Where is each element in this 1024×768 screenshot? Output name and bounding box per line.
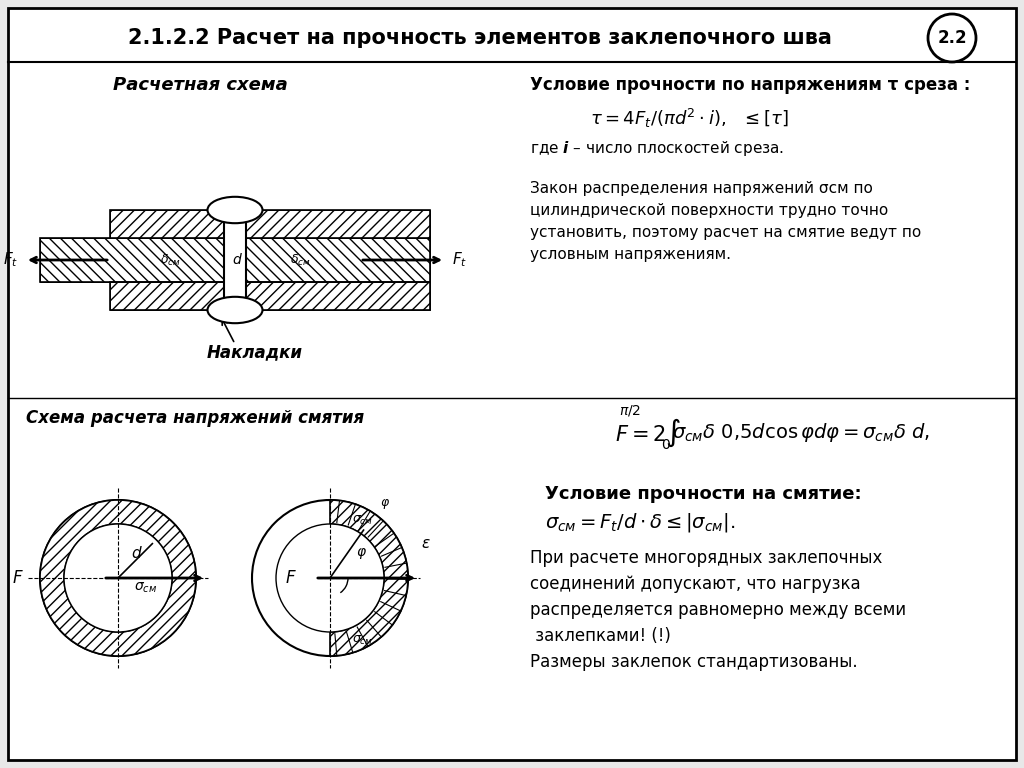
Circle shape (63, 524, 172, 632)
Text: $\sigma_{cм}$: $\sigma_{cм}$ (134, 581, 158, 595)
Text: Накладки: Накладки (207, 343, 303, 361)
Text: $\sigma_{cм} = F_t/d\cdot\delta \leq |\sigma_{cм}|.$: $\sigma_{cм} = F_t/d\cdot\delta \leq |\s… (545, 511, 735, 534)
Text: F: F (12, 569, 22, 587)
Circle shape (252, 500, 408, 656)
Text: $F_t$: $F_t$ (3, 250, 18, 270)
Bar (110, 282, 430, 310)
Text: $\sigma_{cм}$: $\sigma_{cм}$ (351, 514, 373, 527)
Text: Условие прочности на смятие:: Условие прочности на смятие: (545, 485, 861, 503)
Bar (110, 282, 430, 310)
Text: Размеры заклепок стандартизованы.: Размеры заклепок стандартизованы. (530, 653, 858, 671)
Text: Расчетная схема: Расчетная схема (113, 76, 288, 94)
Text: d: d (131, 545, 141, 561)
Text: 2.2: 2.2 (937, 29, 967, 47)
Text: $\varphi$: $\varphi$ (356, 546, 367, 561)
Text: $\sigma_{cм}$: $\sigma_{cм}$ (351, 634, 373, 647)
Text: $\varepsilon$: $\varepsilon$ (421, 536, 431, 551)
Text: условным напряжениям.: условным напряжениям. (530, 247, 731, 261)
Text: $\delta_{cм}$: $\delta_{cм}$ (290, 253, 310, 267)
Text: Закон распределения напряжений σсм по: Закон распределения напряжений σсм по (530, 180, 872, 196)
Text: $\sigma_{cм}\delta\  0{,}5d\cos\varphi d\varphi = \sigma_{cм}\delta\  d,$: $\sigma_{cм}\delta\ 0{,}5d\cos\varphi d\… (672, 422, 930, 445)
Text: $F_t$: $F_t$ (452, 250, 467, 270)
Bar (224, 210, 246, 310)
Bar (40, 238, 240, 282)
Text: $\delta_{cм}$: $\delta_{cм}$ (160, 253, 180, 267)
Bar (230, 238, 430, 282)
Text: распределяется равномерно между всеми: распределяется равномерно между всеми (530, 601, 906, 619)
Bar (110, 210, 430, 238)
Text: F: F (286, 569, 295, 587)
Text: $\varphi$: $\varphi$ (380, 497, 390, 511)
Text: $\pi/2$: $\pi/2$ (620, 402, 641, 418)
Text: установить, поэтому расчет на смятие ведут по: установить, поэтому расчет на смятие вед… (530, 224, 922, 240)
Bar (110, 210, 430, 238)
Circle shape (276, 524, 384, 632)
Bar (40, 238, 240, 282)
Ellipse shape (208, 197, 262, 223)
Text: где $\bfit{i}$ – число плоскостей среза.: где $\bfit{i}$ – число плоскостей среза. (530, 138, 784, 157)
Circle shape (40, 500, 196, 656)
Ellipse shape (208, 296, 262, 323)
Text: $\tau = 4F_t/(\pi d^2 \cdot i),\ \ \leq [\tau]$: $\tau = 4F_t/(\pi d^2 \cdot i),\ \ \leq … (590, 107, 788, 130)
Text: цилиндрической поверхности трудно точно: цилиндрической поверхности трудно точно (530, 203, 888, 217)
Text: d: d (232, 253, 242, 267)
Bar (230, 238, 430, 282)
Text: Схема расчета напряжений смятия: Схема расчета напряжений смятия (26, 409, 365, 427)
Text: $0$: $0$ (662, 438, 671, 452)
Text: $F=2\int$: $F=2\int$ (615, 417, 682, 449)
Text: соединений допускают, что нагрузка: соединений допускают, что нагрузка (530, 575, 860, 593)
Text: заклепками! (!): заклепками! (!) (530, 627, 671, 645)
Text: 2.1.2.2 Расчет на прочность элементов заклепочного шва: 2.1.2.2 Расчет на прочность элементов за… (128, 28, 831, 48)
Wedge shape (330, 500, 408, 656)
Text: Условие прочности по напряжениям τ среза :: Условие прочности по напряжениям τ среза… (530, 76, 971, 94)
Text: При расчете многорядных заклепочных: При расчете многорядных заклепочных (530, 549, 883, 567)
